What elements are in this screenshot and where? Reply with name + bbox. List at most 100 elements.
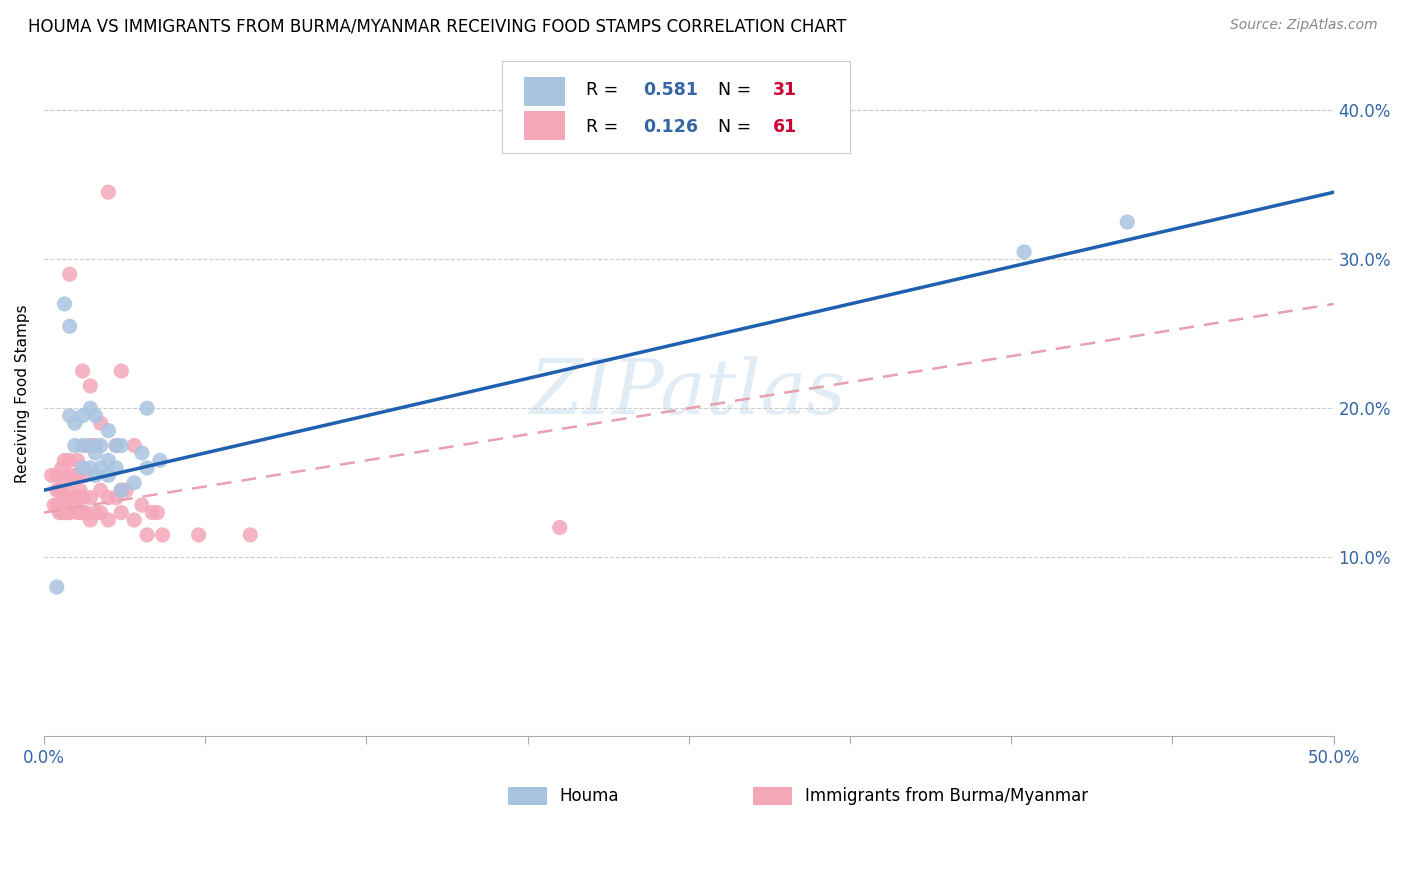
Point [97, 468, 120, 483]
Point [110, 483, 132, 498]
Point [66, 468, 89, 483]
Point [48, 483, 70, 498]
Point [79, 491, 101, 505]
Text: Houma: Houma [560, 787, 619, 805]
Point [187, 528, 209, 542]
Point [69, 483, 91, 498]
Text: N =: N = [718, 119, 758, 136]
FancyBboxPatch shape [754, 788, 792, 805]
Point [53, 475, 76, 490]
Point [56, 483, 79, 498]
Point [136, 528, 159, 542]
Point [72, 506, 94, 520]
Point [45, 468, 67, 483]
Point [79, 461, 101, 475]
Text: 0.581: 0.581 [644, 81, 699, 99]
Point [84, 506, 107, 520]
Point [79, 401, 101, 416]
Point [84, 409, 107, 423]
Text: Source: ZipAtlas.com: Source: ZipAtlas.com [1230, 18, 1378, 32]
FancyBboxPatch shape [502, 61, 851, 153]
Point [84, 468, 107, 483]
Point [63, 416, 86, 430]
Point [79, 438, 101, 452]
Point [136, 461, 159, 475]
Point [97, 513, 120, 527]
Point [53, 297, 76, 311]
Point [141, 506, 163, 520]
Point [72, 364, 94, 378]
Point [84, 446, 107, 460]
FancyBboxPatch shape [523, 111, 565, 140]
Point [48, 506, 70, 520]
Point [59, 319, 82, 334]
Point [45, 483, 67, 498]
Point [75, 506, 97, 520]
Point [136, 401, 159, 416]
Point [115, 483, 138, 498]
Point [75, 468, 97, 483]
Point [90, 416, 112, 430]
Point [110, 364, 132, 378]
Point [56, 506, 79, 520]
Point [97, 453, 120, 467]
Point [548, 520, 571, 534]
Point [90, 438, 112, 452]
Text: 31: 31 [773, 81, 797, 99]
Point [105, 438, 128, 452]
Point [97, 186, 120, 200]
Point [69, 506, 91, 520]
Point [97, 424, 120, 438]
Text: N =: N = [718, 81, 758, 99]
Point [45, 580, 67, 594]
Point [59, 506, 82, 520]
Text: Immigrants from Burma/Myanmar: Immigrants from Burma/Myanmar [804, 787, 1088, 805]
Text: R =: R = [585, 119, 623, 136]
Point [146, 506, 169, 520]
Point [66, 453, 89, 467]
Point [105, 461, 128, 475]
Point [63, 438, 86, 452]
Point [239, 528, 262, 542]
Text: R =: R = [585, 81, 623, 99]
Point [59, 468, 82, 483]
Point [110, 483, 132, 498]
FancyBboxPatch shape [508, 788, 547, 805]
Point [90, 461, 112, 475]
Point [149, 453, 172, 467]
Point [53, 506, 76, 520]
Point [110, 506, 132, 520]
Point [79, 513, 101, 527]
Point [53, 491, 76, 505]
Point [72, 461, 94, 475]
Point [105, 438, 128, 452]
Point [72, 491, 94, 505]
Point [1012, 244, 1035, 259]
Point [66, 506, 89, 520]
Point [59, 409, 82, 423]
Point [59, 453, 82, 467]
FancyBboxPatch shape [523, 77, 565, 105]
Text: HOUMA VS IMMIGRANTS FROM BURMA/MYANMAR RECEIVING FOOD STAMPS CORRELATION CHART: HOUMA VS IMMIGRANTS FROM BURMA/MYANMAR R… [28, 18, 846, 36]
Point [90, 506, 112, 520]
Point [1116, 215, 1139, 229]
Text: ZIPatlas: ZIPatlas [530, 357, 846, 430]
Point [53, 453, 76, 467]
Text: 0.126: 0.126 [644, 119, 699, 136]
Point [72, 409, 94, 423]
Point [76, 438, 98, 452]
Point [131, 446, 153, 460]
Point [152, 528, 174, 542]
Point [59, 267, 82, 281]
Point [79, 379, 101, 393]
Point [105, 491, 128, 505]
Point [51, 461, 73, 475]
Point [122, 475, 145, 490]
Point [51, 506, 73, 520]
Point [90, 483, 112, 498]
Point [66, 491, 89, 505]
Point [110, 438, 132, 452]
Point [131, 498, 153, 512]
Point [63, 468, 86, 483]
Point [44, 498, 66, 512]
